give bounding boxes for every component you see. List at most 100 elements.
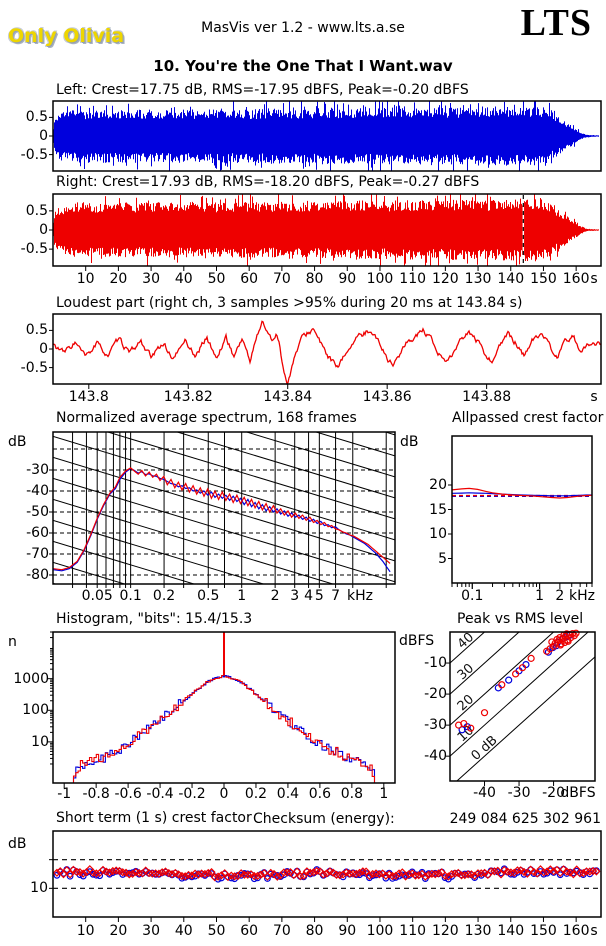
allpassed-y-tick: 15 xyxy=(429,501,447,518)
pvr-y-tick: -30 xyxy=(424,717,447,734)
crest-line-label: 30 xyxy=(455,661,477,683)
peak-vs-rms-y-unit: dBFS xyxy=(399,633,435,649)
short-term-x-tick: 50 xyxy=(207,923,226,939)
spectrum-x-tick: 3 xyxy=(290,588,300,604)
short-term-y-unit: dB xyxy=(8,836,27,852)
short-term-x-tick: 80 xyxy=(305,923,324,939)
loudest-x-unit: s xyxy=(590,389,598,405)
loudest-x-tick: 143.8 xyxy=(68,389,109,405)
track-title: 10. You're the One That I Want.wav xyxy=(153,57,453,75)
allpassed-x-tick: 1 xyxy=(535,588,545,604)
time-tick: 130 xyxy=(464,271,492,287)
spectrum-x-tick: 0.5 xyxy=(197,588,220,604)
short-term-x-tick: 10 xyxy=(76,923,95,939)
histogram-x-tick: 0.2 xyxy=(244,786,268,802)
y-tick-left: -0.5 xyxy=(20,146,48,163)
time-tick: 60 xyxy=(240,271,259,287)
histogram-y-unit: n xyxy=(8,634,17,650)
short-term-x-tick: 160 xyxy=(562,923,590,939)
short-term-x-tick: 150 xyxy=(530,923,557,939)
histogram-y-tick: 100 xyxy=(22,702,49,719)
spectrum-x-tick: 2 xyxy=(270,588,280,604)
allpassed-title: Allpassed crest factor xyxy=(452,410,604,426)
peak-vs-rms-border xyxy=(449,631,596,782)
pvr-x-tick: -30 xyxy=(507,785,531,801)
time-tick: 70 xyxy=(272,271,291,287)
short-term-x-tick: 40 xyxy=(174,923,193,939)
waveform-right-border xyxy=(52,193,602,267)
spectrum-x-tick: 1 xyxy=(237,588,247,604)
time-tick: 150 xyxy=(530,271,557,287)
y-tick-left: 0.5 xyxy=(25,109,48,126)
time-tick: 90 xyxy=(338,271,357,287)
pvr-y-tick: -20 xyxy=(424,686,447,703)
time-tick: 80 xyxy=(305,271,324,287)
spectrum-diagonal-grid xyxy=(53,432,395,584)
spectrum-y-tick: -30 xyxy=(26,462,49,478)
spectrum-y-tick: -50 xyxy=(26,503,49,520)
short-term-x-tick: 90 xyxy=(338,923,357,939)
spectrum-y-tick: -80 xyxy=(26,566,49,583)
spectrum-plot xyxy=(49,432,395,588)
checksum-row: Checksum (energy): 249 084 625 302 961 xyxy=(253,811,601,827)
spectrum-y-tick: -40 xyxy=(26,482,49,499)
spectrum-x-tick: 7 xyxy=(331,588,341,604)
short-term-x-tick: 30 xyxy=(142,923,160,939)
histogram-border xyxy=(52,631,396,784)
spectrum-x-tick: 5 xyxy=(314,588,324,604)
allpassed-y-tick: 10 xyxy=(429,526,447,542)
spectrum-x-tick: 0.1 xyxy=(119,588,142,604)
loudest-y-tick: 0 xyxy=(39,341,48,357)
loudest-y-tick: -0.5 xyxy=(20,359,48,376)
short-term-plot xyxy=(49,859,601,922)
allpassed-x-unit: kHz xyxy=(569,588,595,604)
loudest-border xyxy=(52,313,602,385)
short-term-x-tick: 140 xyxy=(497,923,525,939)
time-tick: 10 xyxy=(76,271,95,287)
y-tick-left: 0 xyxy=(39,128,48,144)
spectrum-x-unit: kHz xyxy=(347,588,373,604)
left-channel-stats: Left: Crest=17.75 dB, RMS=-17.95 dBFS, P… xyxy=(56,82,469,98)
time-tick: 160 xyxy=(562,271,590,287)
time-tick: 50 xyxy=(207,271,226,287)
allpassed-y-tick: 20 xyxy=(429,477,447,493)
histogram-x-tick: 0.8 xyxy=(340,786,363,802)
histogram-x-tick: 0.6 xyxy=(308,786,332,802)
time-tick: 120 xyxy=(431,271,459,287)
short-term-x-unit: s xyxy=(590,923,598,939)
time-tick: 140 xyxy=(497,271,525,287)
artist-name: Only Olivia xyxy=(8,25,125,47)
allpassed-plot xyxy=(448,484,593,589)
crest-line-label: 20 xyxy=(455,692,477,714)
histogram-y-tick: 10 xyxy=(31,733,49,750)
histogram-title: Histogram, "bits": 15.4/15.3 xyxy=(56,611,253,627)
crest-line-label: 0 dB xyxy=(469,733,501,764)
spectrum-x-tick: 0.2 xyxy=(152,588,176,604)
peak-vs-rms-title: Peak vs RMS level xyxy=(457,611,584,627)
histogram-x-tick: -1 xyxy=(57,786,72,802)
spectrum-x-tick: 4 xyxy=(304,588,314,604)
time-tick: 20 xyxy=(109,271,128,287)
allpassed-border xyxy=(451,435,593,584)
allpassed-x-tick: 2 xyxy=(555,588,565,604)
histogram-x-tick: -0.2 xyxy=(178,786,206,802)
time-tick: 100 xyxy=(366,271,394,287)
spectrum-x-tick: 0.05 xyxy=(81,588,113,604)
loudest-x-tick: 143.88 xyxy=(462,389,512,405)
loudest-x-tick: 143.86 xyxy=(362,389,412,405)
allpassed-y-tick: 5 xyxy=(438,550,447,567)
checksum-label: Checksum (energy): xyxy=(253,811,395,827)
histogram-x-tick: 1 xyxy=(379,786,389,802)
time-tick: 110 xyxy=(399,271,427,287)
pvr-x-tick: -40 xyxy=(473,785,496,801)
checksum-value: 249 084 625 302 961 xyxy=(449,811,601,827)
short-term-x-tick: 100 xyxy=(366,923,394,939)
y-tick-right: -0.5 xyxy=(20,241,48,258)
spectrum-y-tick: -70 xyxy=(26,545,49,562)
spectrum-y-unit: dB xyxy=(8,434,27,450)
pvr-y-tick: -10 xyxy=(424,655,447,672)
y-tick-right: 0.5 xyxy=(25,202,48,219)
